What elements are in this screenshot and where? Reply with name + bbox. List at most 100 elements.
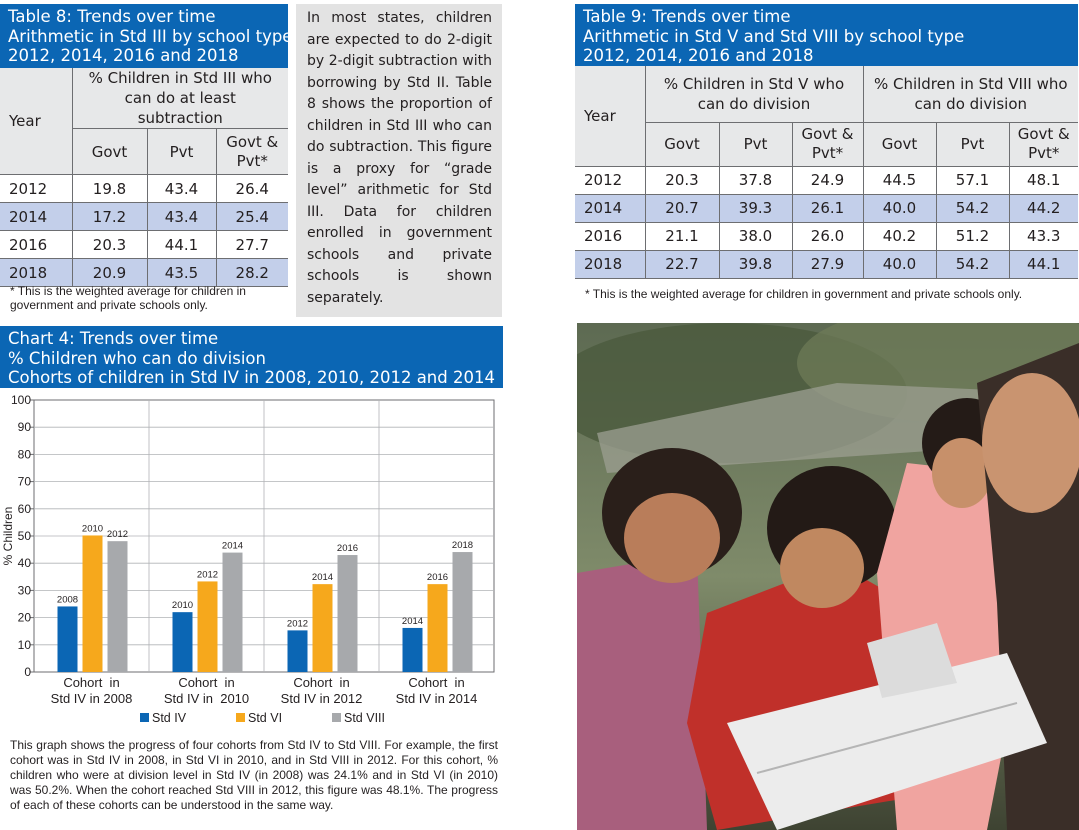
table9-cell: 40.0: [863, 250, 937, 279]
table9-title-line3: 2012, 2014, 2016 and 2018: [583, 46, 814, 65]
table9-cell: 54.2: [936, 194, 1010, 223]
table8-col-header: Pvt: [147, 128, 217, 175]
bar-std-iv: [172, 612, 193, 672]
table8-title-line3: 2012, 2014, 2016 and 2018: [8, 46, 239, 65]
chart4-title-line1: Chart 4: Trends over time: [8, 329, 219, 348]
table8-cell: 17.2: [72, 202, 148, 231]
table8-col-header: Govt & Pvt*: [216, 128, 288, 175]
table9-col-header: Pvt: [936, 122, 1010, 167]
table9-title-line2: Arithmetic in Std V and Std VIII by scho…: [583, 26, 965, 46]
x-category-label: Std IV in 2014: [396, 691, 478, 706]
table9-cell: 40.0: [863, 194, 937, 223]
bar-std-viii: [222, 552, 243, 672]
table8-year: 2012: [0, 174, 73, 203]
bar-data-label: 2010: [172, 600, 193, 611]
table9-col-header: Govt: [645, 122, 720, 167]
table8-cell: 43.5: [147, 258, 217, 287]
table8-title-line1: Table 8: Trends over time: [8, 7, 216, 26]
y-tick-label: 50: [18, 529, 32, 543]
bar-std-vi: [82, 535, 103, 672]
table-row: 2016 21.1 38.0 26.0 40.2 51.2 43.3: [575, 222, 1078, 251]
bar-std-iv: [402, 627, 423, 672]
y-tick-label: 80: [18, 447, 32, 461]
table9-footnote: * This is the weighted average for child…: [585, 287, 1023, 301]
bar-data-label: 2016: [427, 572, 448, 583]
legend-label: Std VI: [248, 711, 282, 725]
x-category-label: Cohort in: [408, 675, 464, 690]
table9-cell: 54.2: [936, 250, 1010, 279]
table9-cell: 44.2: [1009, 194, 1078, 223]
bar-std-iv: [287, 630, 308, 672]
table-row: 2014 20.7 39.3 26.1 40.0 54.2 44.2: [575, 194, 1078, 223]
table9-cell: 48.1: [1009, 166, 1078, 195]
table9-cell: 40.2: [863, 222, 937, 251]
y-axis-label: % Children: [1, 507, 15, 566]
chart4-caption: This graph shows the progress of four co…: [10, 738, 498, 812]
legend-swatch: [140, 713, 149, 722]
table8-title: Table 8: Trends over time Arithmetic in …: [0, 4, 292, 68]
division-cohort-chart: 0 10 20 30 40 50 60 70 80 90 100 % Children 2008 2010…: [1, 393, 495, 725]
table8-cell: 20.9: [72, 258, 148, 287]
table9-cell: 27.9: [792, 250, 864, 279]
bar-data-label: 2012: [107, 529, 128, 540]
table8-cell: 43.4: [147, 202, 217, 231]
x-category-label: Std IV in 2010: [164, 691, 249, 706]
bar-data-label: 2008: [57, 594, 78, 605]
table8-cell: 26.4: [216, 174, 288, 203]
table9-year: 2012: [575, 166, 646, 195]
bar-std-iv: [57, 606, 78, 672]
chart4-title-line2: % Children who can do division: [8, 348, 266, 368]
explanation-text: In most states, children are expected to…: [307, 10, 492, 306]
table9-cell: 39.8: [719, 250, 793, 279]
table8-cell: 28.2: [216, 258, 288, 287]
x-category-label: Cohort in: [63, 675, 119, 690]
table8-cell: 27.7: [216, 230, 288, 259]
table9-cell: 44.5: [863, 166, 937, 195]
bar-std-viii: [337, 555, 358, 672]
table8-year: 2014: [0, 202, 73, 231]
legend-label: Std VIII: [344, 711, 385, 725]
table9-cell: 44.1: [1009, 250, 1078, 279]
bar-data-label: 2016: [337, 543, 358, 554]
table-row: 2014 17.2 43.4 25.4: [0, 202, 288, 231]
table9-year: 2016: [575, 222, 646, 251]
table8-footnote: * This is the weighted average for child…: [10, 284, 246, 312]
y-tick-label: 10: [18, 638, 32, 652]
table8-cell: 44.1: [147, 230, 217, 259]
table9-cell: 57.1: [936, 166, 1010, 195]
bar-data-label: 2014: [222, 541, 243, 552]
bar-std-viii: [107, 541, 128, 672]
table9-cell: 26.1: [792, 194, 864, 223]
photo-illustration: [577, 323, 1079, 830]
table9-cell: 37.8: [719, 166, 793, 195]
table9-group-header-std5: % Children in Std V who can do division: [645, 66, 864, 123]
table8-cell: 20.3: [72, 230, 148, 259]
table9-cell: 51.2: [936, 222, 1010, 251]
table9: Year % Children in Std V who can do divi…: [575, 66, 1078, 279]
table9-cell: 38.0: [719, 222, 793, 251]
table9-title: Table 9: Trends over time Arithmetic in …: [575, 4, 1078, 66]
table-row: 2012 20.3 37.8 24.9 44.5 57.1 48.1: [575, 166, 1078, 195]
explanation-box: In most states, children are expected to…: [296, 4, 502, 317]
table8-year-header: Year: [0, 68, 73, 175]
legend-swatch: [236, 713, 245, 722]
x-category-label: Std IV in 2008: [51, 691, 133, 706]
table8: Year % Children in Std III who can do at…: [0, 68, 288, 287]
chart4-title: Chart 4: Trends over time % Children who…: [0, 326, 503, 388]
table9-col-header: Govt: [863, 122, 937, 167]
bar-data-label: 2012: [287, 618, 308, 629]
bar-std-vi: [197, 581, 218, 672]
table8-year: 2018: [0, 258, 73, 287]
bar-data-label: 2010: [82, 523, 103, 534]
y-tick-label: 100: [11, 393, 31, 407]
table8-cell: 43.4: [147, 174, 217, 203]
table-row: 2012 19.8 43.4 26.4: [0, 174, 288, 203]
table9-cell: 20.7: [645, 194, 720, 223]
y-tick-label: 90: [18, 420, 32, 434]
table9-col-header: Pvt: [719, 122, 793, 167]
table9-cell: 39.3: [719, 194, 793, 223]
table9-col-header: Govt & Pvt*: [792, 122, 864, 167]
table9-group-header-std8: % Children in Std VIII who can do divisi…: [863, 66, 1078, 123]
y-tick-label: 20: [18, 611, 32, 625]
x-category-label: Std IV in 2012: [281, 691, 363, 706]
